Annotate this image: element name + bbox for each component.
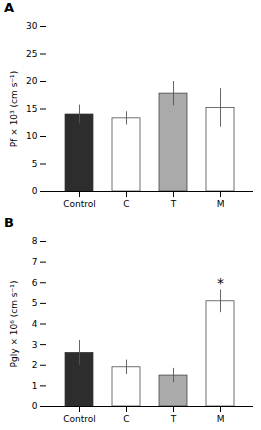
svg-text:3: 3 [32,340,38,350]
svg-text:C: C [123,414,129,424]
svg-text:15: 15 [26,104,37,114]
svg-text:M: M [217,199,225,209]
svg-text:8: 8 [32,236,38,246]
svg-text:Pf × 10³ (cm s⁻¹): Pf × 10³ (cm s⁻¹) [9,71,19,147]
svg-text:0: 0 [32,186,38,196]
svg-text:10: 10 [26,131,38,141]
svg-text:M: M [217,414,225,424]
svg-text:4: 4 [32,319,38,329]
html-text:A: A [4,0,15,15]
svg-text:Control: Control [63,414,96,424]
svg-text:7: 7 [32,257,38,267]
svg-text:*: * [217,275,224,291]
svg-text:25: 25 [26,49,37,59]
html-text:B: B [4,215,14,230]
svg-text:5: 5 [32,159,38,169]
svg-text:30: 30 [26,21,38,31]
svg-text:6: 6 [32,278,38,288]
svg-text:T: T [170,199,177,209]
svg-text:5: 5 [32,298,38,308]
svg-text:Control: Control [63,199,96,209]
svg-text:C: C [123,199,129,209]
svg-text:0: 0 [32,401,38,411]
svg-text:20: 20 [26,76,38,86]
svg-text:1: 1 [32,381,38,391]
svg-text:T: T [170,414,177,424]
svg-text:Pgly × 10⁶ (cm s⁻¹): Pgly × 10⁶ (cm s⁻¹) [9,281,19,368]
svg-text:2: 2 [32,360,38,370]
